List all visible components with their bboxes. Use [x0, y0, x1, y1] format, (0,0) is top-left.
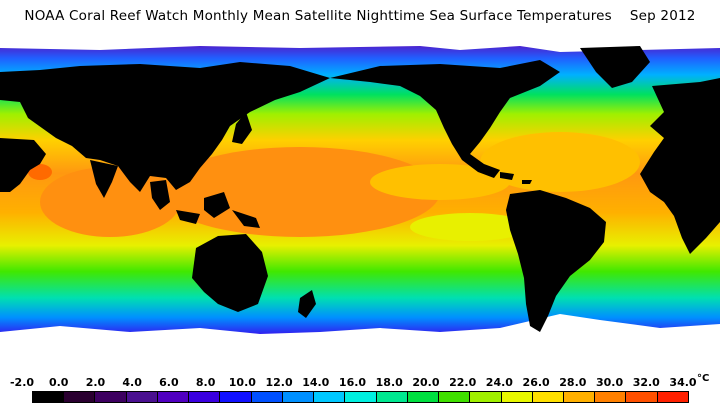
scale-tick-label: 12.0: [265, 376, 293, 389]
scale-tick-label: 32.0: [632, 376, 660, 389]
color-bar-cell: [95, 392, 127, 402]
map-title: NOAA Coral Reef Watch Monthly Mean Satel…: [24, 8, 696, 24]
japan-land: [232, 112, 252, 144]
india-land: [90, 160, 118, 198]
caribbean-islands: [500, 172, 532, 184]
sst-world-map: [0, 42, 720, 370]
north-america-land: [330, 60, 560, 178]
greenland-land: [580, 46, 650, 88]
scale-tick-label: 28.0: [559, 376, 587, 389]
scale-tick-label: 26.0: [522, 376, 550, 389]
temperature-scale: -2.0 0.0 2.0 4.0 6.0 8.0 10.0 12.0 14.0 16.0 18.0 2…: [0, 370, 720, 411]
europe-africa-east-land: [640, 78, 720, 254]
west-pacific-warm-pool: [160, 147, 440, 237]
color-bar-cell: [657, 392, 688, 402]
scale-tick-label: 0.0: [48, 376, 69, 389]
scale-tick-label: 2.0: [85, 376, 106, 389]
scale-tick-label: 14.0: [302, 376, 330, 389]
scale-tick-label: 24.0: [485, 376, 513, 389]
scale-tick-label: 30.0: [595, 376, 624, 389]
arctic-ice: [0, 42, 720, 52]
color-bar: [32, 391, 689, 403]
landmasses: [0, 46, 720, 332]
eurasia-land: [0, 62, 330, 192]
scale-tick-label: 16.0: [338, 376, 367, 389]
scale-tick-label: 8.0: [195, 376, 216, 389]
color-bar-cell: [33, 392, 65, 402]
scale-tick-label: 34.0: [669, 376, 697, 389]
scale-tick-label: 6.0: [159, 376, 179, 389]
scale-tick-label: 4.0: [122, 376, 142, 389]
australia-land: [192, 234, 268, 312]
color-bar-cell: [626, 392, 658, 402]
scale-unit: °C: [697, 373, 710, 384]
color-bar-cell: [314, 392, 346, 402]
color-bar-cell: [64, 392, 96, 402]
color-bar-cell: [376, 392, 408, 402]
red-sea-hot-spot: [28, 164, 52, 180]
africa-land: [0, 138, 46, 192]
color-bar-cell: [532, 392, 564, 402]
color-bar-cell: [157, 392, 190, 402]
east-pacific-cold-tongue: [410, 213, 530, 241]
color-bar-cell: [595, 392, 627, 402]
color-bar-cell: [345, 392, 377, 402]
color-bar-cell: [470, 392, 502, 402]
east-pacific-warm-band: [370, 164, 510, 200]
indian-ocean-warm-pool: [40, 167, 180, 237]
color-bar-cell: [407, 392, 440, 402]
color-bar-cell: [251, 392, 283, 402]
atlantic-warm-pool: [480, 132, 640, 192]
scale-tick-label: 18.0: [375, 376, 403, 389]
color-bar-cell: [563, 392, 596, 402]
scale-tick-label: 10.0: [228, 376, 256, 389]
color-bar-cell: [126, 392, 158, 402]
south-america-land: [506, 190, 606, 332]
color-bar-cell: [220, 392, 252, 402]
new-zealand-land: [298, 290, 316, 318]
color-bar-cell: [282, 392, 315, 402]
scale-tick-label: -2.0: [9, 376, 35, 389]
southeast-asia-land: [150, 180, 260, 228]
color-bar-cell: [501, 392, 533, 402]
color-bar-cell: [189, 392, 221, 402]
scale-tick-label: 20.0: [412, 376, 440, 389]
scale-tick-label: 22.0: [449, 376, 477, 389]
color-bar-cell: [439, 392, 471, 402]
